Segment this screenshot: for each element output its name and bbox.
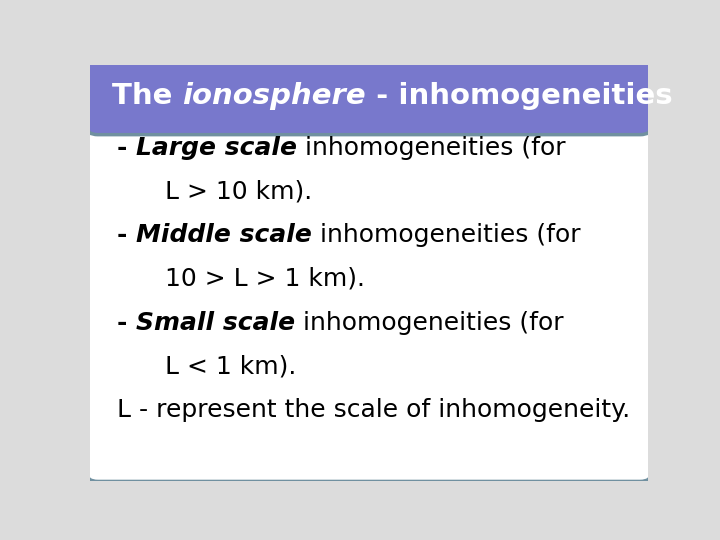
Text: -: - [117, 310, 136, 335]
Text: inhomogeneities (for: inhomogeneities (for [312, 223, 580, 247]
Text: - inhomogeneities: - inhomogeneities [366, 82, 672, 110]
Text: L > 10 km).: L > 10 km). [117, 180, 312, 204]
Text: Middle scale: Middle scale [136, 223, 312, 247]
Text: 10 > L > 1 km).: 10 > L > 1 km). [117, 267, 365, 291]
Text: inhomogeneities (for: inhomogeneities (for [295, 310, 564, 335]
Text: inhomogeneities (for: inhomogeneities (for [297, 136, 565, 160]
Bar [98, 99, 640, 126]
Text: Large scale: Large scale [136, 136, 297, 160]
FancyBboxPatch shape [86, 65, 652, 482]
Text: The: The [112, 82, 182, 110]
Text: Small scale: Small scale [136, 310, 295, 335]
Text: -: - [117, 136, 136, 160]
Text: ionosphere: ionosphere [182, 82, 366, 110]
FancyBboxPatch shape [86, 57, 652, 134]
Text: L < 1 km).: L < 1 km). [117, 354, 296, 378]
Bar [101, 122, 637, 129]
Text: -: - [117, 223, 136, 247]
Text: L - represent the scale of inhomogeneity.: L - represent the scale of inhomogeneity… [117, 398, 630, 422]
